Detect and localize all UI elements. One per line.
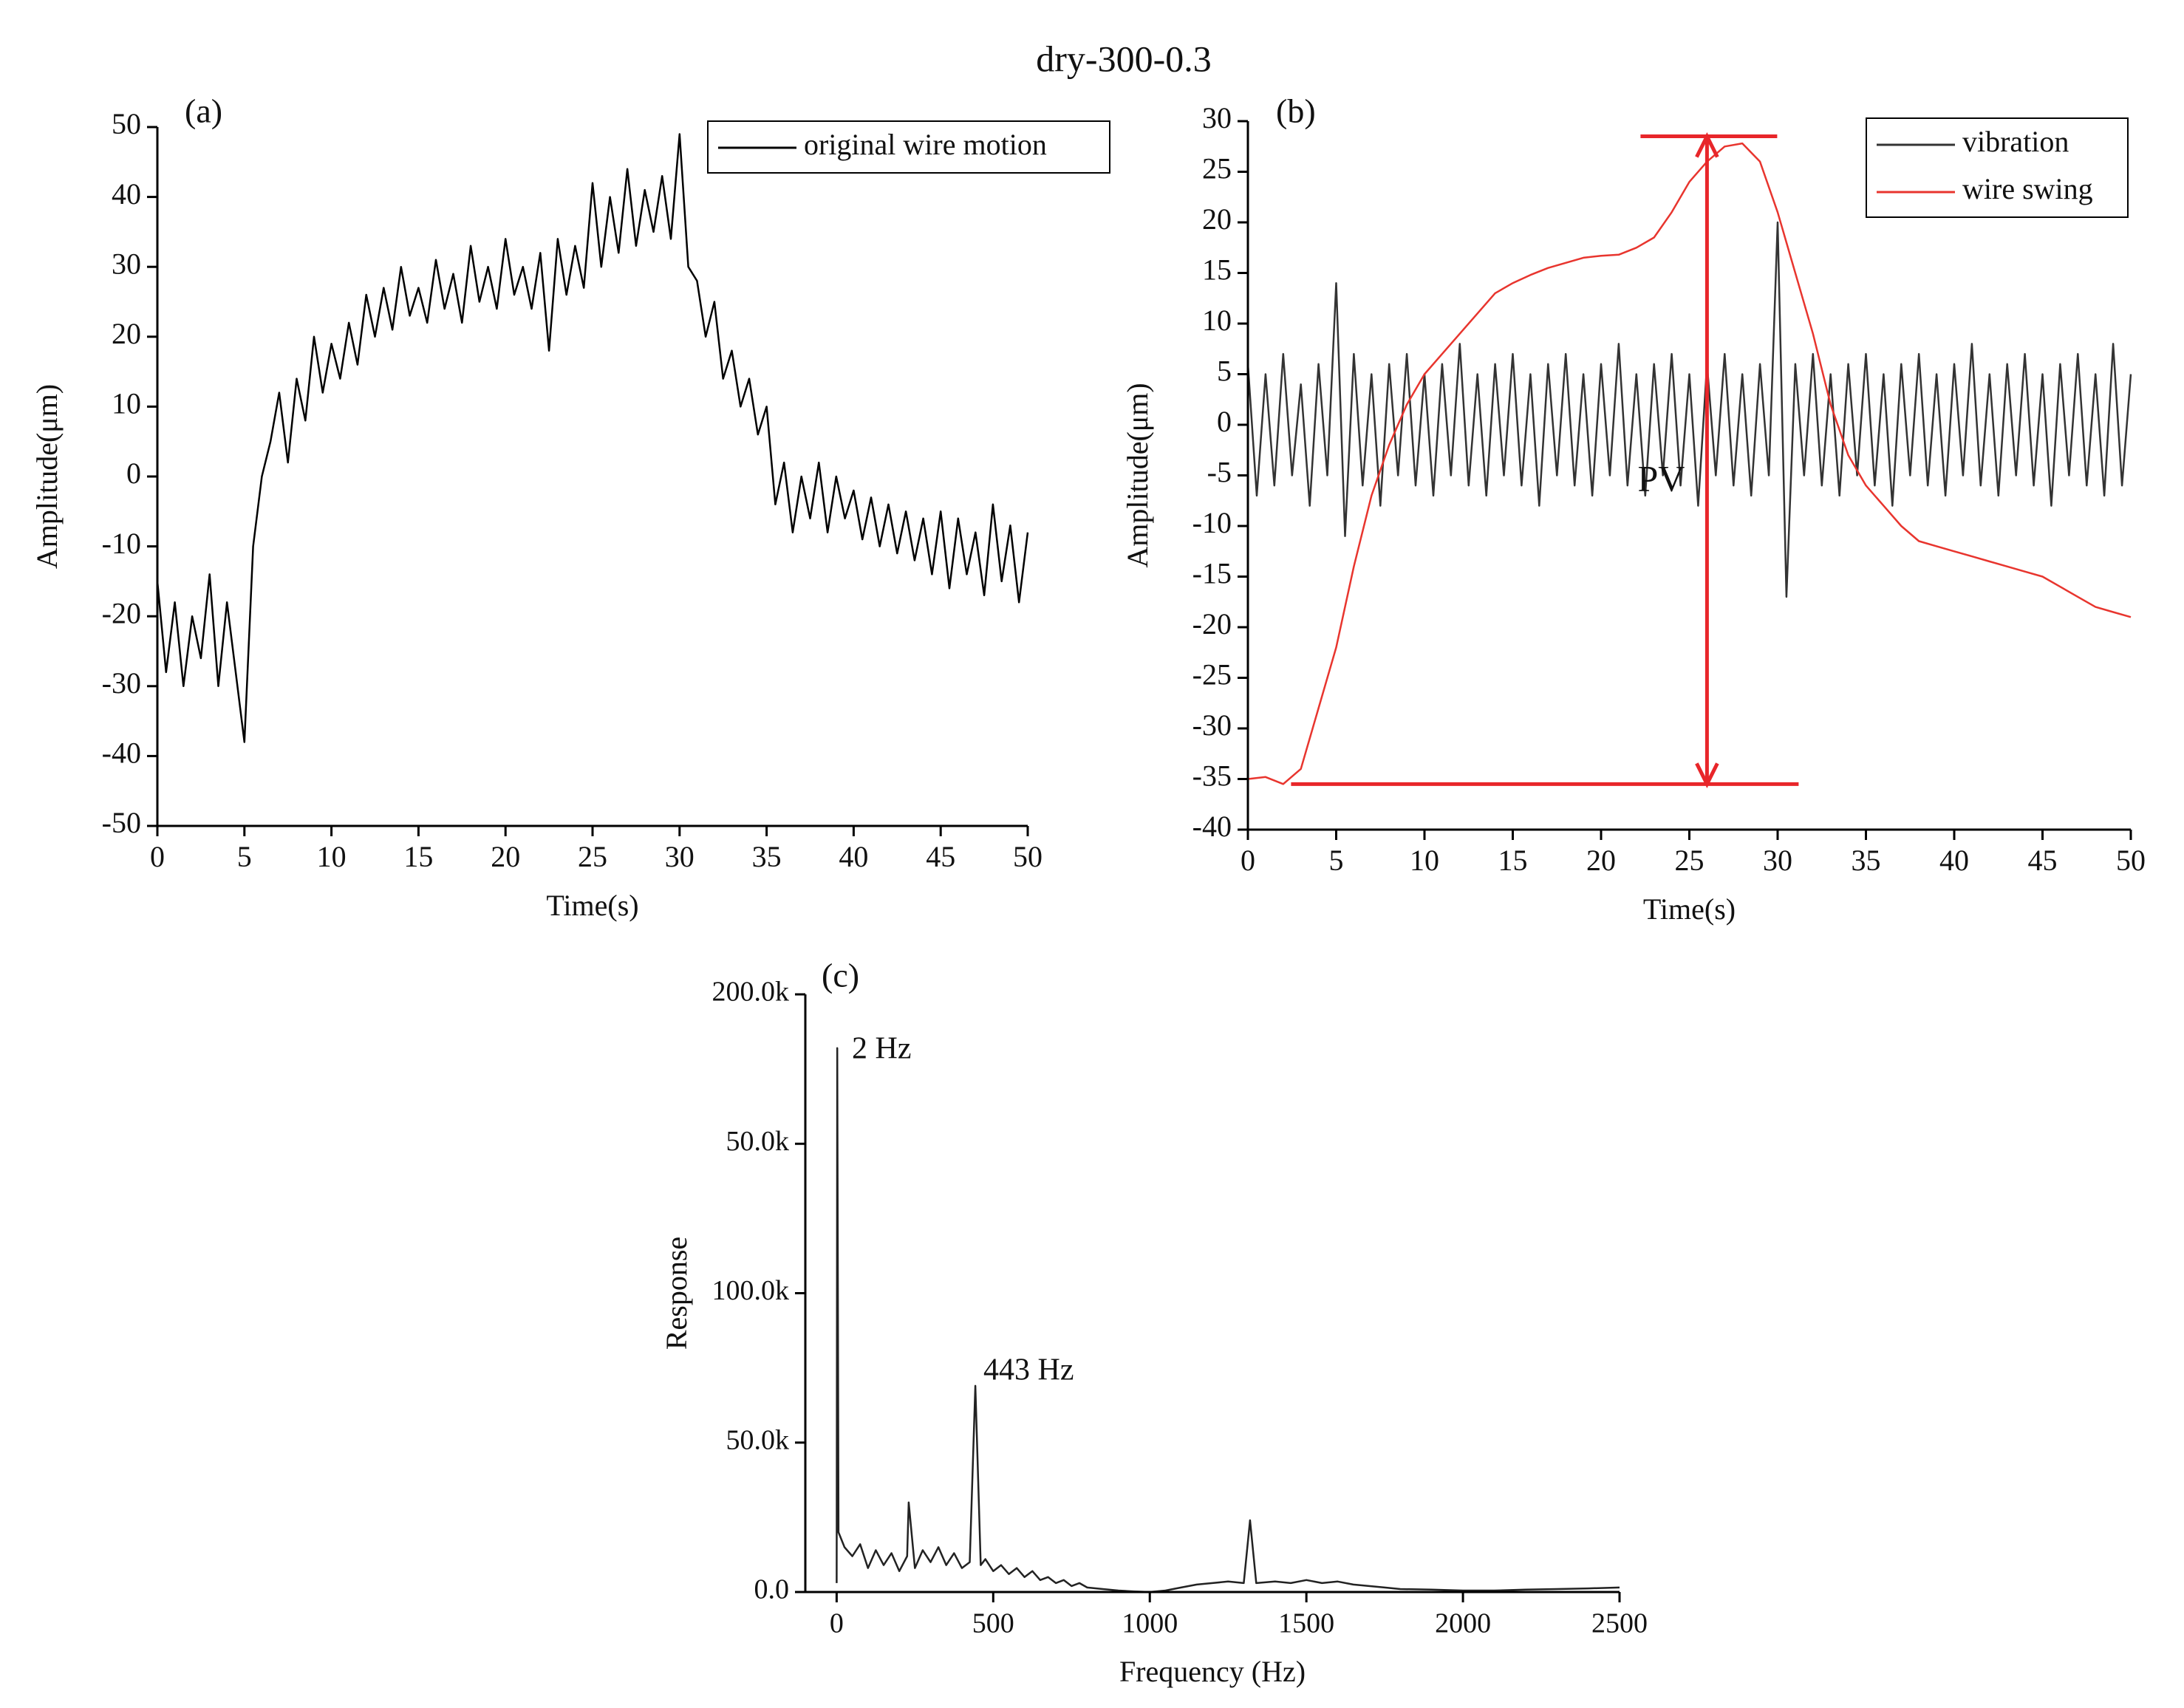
x-axis-label: Time(s) <box>546 889 638 922</box>
x-tick-label: 15 <box>403 840 433 873</box>
panel-label: (b) <box>1276 92 1316 130</box>
y-tick-label: -20 <box>102 596 141 629</box>
x-tick-label: 50 <box>2116 844 2146 877</box>
x-tick-label: 15 <box>1498 844 1528 877</box>
x-tick-label: 25 <box>1675 844 1704 877</box>
x-tick-label: 10 <box>1410 844 1439 877</box>
series-line <box>1246 221 2132 598</box>
y-axis-label: Response <box>660 1237 693 1350</box>
x-tick-label: 35 <box>752 840 782 873</box>
y-tick-label: -40 <box>1192 810 1232 843</box>
y-tick-label: -30 <box>102 666 141 700</box>
y-tick-label: 30 <box>112 247 141 280</box>
x-tick-label: 1500 <box>1278 1608 1334 1639</box>
y-tick-label: 50 <box>112 107 141 140</box>
y-tick-label: 10 <box>1202 304 1232 337</box>
x-axis-label: Time(s) <box>1643 892 1736 926</box>
y-tick-label: 30 <box>1202 101 1232 134</box>
x-tick-label: 2500 <box>1591 1608 1648 1639</box>
x-tick-label: 5 <box>237 840 252 873</box>
x-tick-label: 1000 <box>1122 1608 1178 1639</box>
y-tick-label: 25 <box>1202 152 1232 185</box>
x-axis-label: Frequency (Hz) <box>1119 1655 1306 1688</box>
y-tick-label: -10 <box>102 527 141 560</box>
y-tick-label: -25 <box>1192 658 1232 691</box>
y-tick-label: -20 <box>1192 607 1232 640</box>
y-tick-label: -50 <box>102 806 141 839</box>
y-tick-label: -30 <box>1192 708 1232 742</box>
panel-label: (c) <box>822 957 859 994</box>
y-axis-label: Amplitude(μm) <box>1121 383 1154 567</box>
x-tick-label: 0 <box>150 840 165 873</box>
y-tick-label: -10 <box>1192 506 1232 539</box>
pv-arrowhead <box>1695 762 1719 788</box>
x-tick-label: 35 <box>1852 844 1881 877</box>
y-tick-label: 40 <box>112 177 141 211</box>
y-tick-label: 0 <box>1217 405 1232 438</box>
y-tick-label: 5 <box>1217 355 1232 388</box>
y-tick-label: 10 <box>112 387 141 420</box>
y-tick-label: 200.0k <box>712 977 790 1008</box>
x-tick-label: 45 <box>2028 844 2058 877</box>
y-axis-label: Amplitude(μm) <box>30 384 64 569</box>
legend-label: vibration <box>1962 125 2069 158</box>
y-tick-label: 0.0 <box>754 1574 790 1605</box>
x-tick-label: 0 <box>830 1608 844 1639</box>
series-line <box>1247 142 2132 785</box>
figure-title: dry-300-0.3 <box>1036 38 1211 79</box>
y-tick-label: 50.0k <box>726 1424 790 1455</box>
y-tick-label: 0 <box>126 457 141 490</box>
x-tick-label: 10 <box>317 840 347 873</box>
x-tick-label: 0 <box>1241 844 1255 877</box>
y-tick-label: -35 <box>1192 759 1232 793</box>
y-tick-label: -15 <box>1192 557 1232 590</box>
x-tick-label: 45 <box>926 840 955 873</box>
y-tick-label: 20 <box>112 317 141 350</box>
x-tick-label: 30 <box>665 840 695 873</box>
legend-label: wire swing <box>1962 172 2093 205</box>
y-tick-label: -40 <box>102 737 141 770</box>
y-tick-label: 20 <box>1202 202 1232 236</box>
x-tick-label: 500 <box>972 1608 1014 1639</box>
x-tick-label: 20 <box>491 840 520 873</box>
x-tick-label: 40 <box>839 840 868 873</box>
y-tick-label: 100.0k <box>712 1275 790 1306</box>
x-tick-label: 50 <box>1013 840 1042 873</box>
y-tick-label: -5 <box>1207 456 1232 489</box>
x-tick-label: 30 <box>1763 844 1792 877</box>
x-tick-label: 40 <box>1939 844 1969 877</box>
legend-label: original wire motion <box>804 128 1047 161</box>
series-line <box>836 1047 1620 1593</box>
panel-label: (a) <box>185 92 222 130</box>
x-tick-label: 2000 <box>1435 1608 1491 1639</box>
y-tick-label: 50.0k <box>726 1126 790 1157</box>
legend-box <box>1866 117 2129 218</box>
pv-label: PV <box>1637 457 1685 499</box>
x-tick-label: 20 <box>1586 844 1616 877</box>
annotation: 443 Hz <box>983 1353 1074 1387</box>
pv-arrowhead <box>1695 131 1719 158</box>
x-tick-label: 5 <box>1329 844 1344 877</box>
x-tick-label: 25 <box>578 840 607 873</box>
y-tick-label: 15 <box>1202 253 1232 287</box>
annotation: 2 Hz <box>852 1032 911 1066</box>
series-line <box>156 133 1029 743</box>
